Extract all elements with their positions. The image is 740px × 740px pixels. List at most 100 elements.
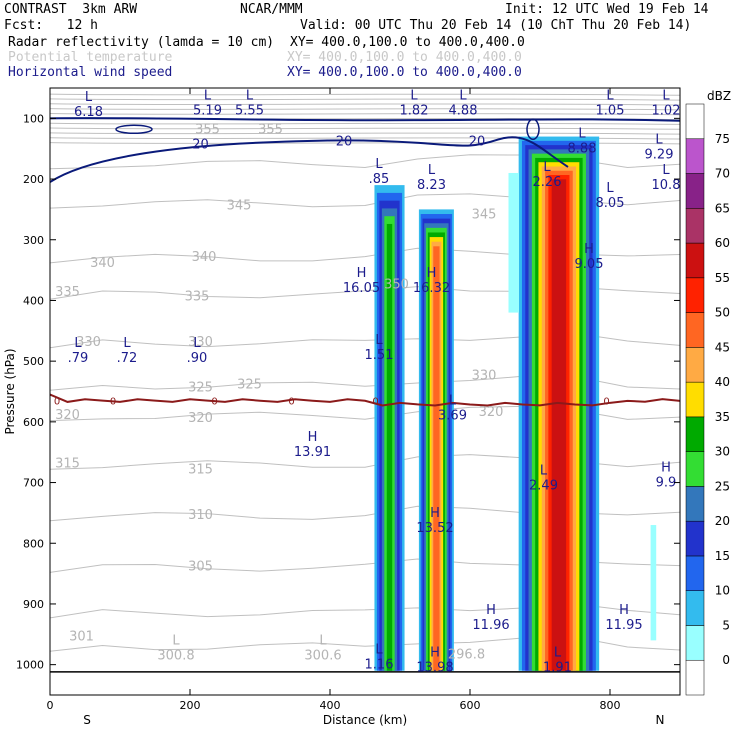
extremum-marker: L1.16 [365,643,394,673]
x-tick-label: 0 [47,699,54,712]
extremum-value: 16.05 [343,281,380,296]
wind-contour-closed [115,124,153,135]
y-tick-label: 300 [23,234,44,247]
theta-line-upper [50,108,680,111]
y-tick-label: 600 [23,416,44,429]
extremum-marker: L.72 [117,336,138,366]
freezing-level-label: 0 [211,397,217,408]
north-label: N [656,713,665,727]
forecast-hour: Fcst: 12 h [4,18,98,33]
extremum-marker: L9.29 [645,133,674,163]
extremum-value: 5.19 [193,103,222,118]
freezing-level-label: 0 [110,397,116,408]
extremum-marker: H13.52 [416,506,453,536]
extremum-marker: L10.8 [652,163,680,193]
reflectivity-shell-2-55 [551,179,567,671]
y-tick-label: 100 [23,112,44,125]
extremum-type: L [554,646,562,661]
extremum-type: H [661,460,671,475]
extremum-marker: L4.88 [449,88,478,118]
extremum-marker: H13.98 [416,646,453,676]
colorbar-label: 20 [715,514,730,528]
colorbar-swatch [685,625,705,661]
extremum-type: H [308,430,318,445]
theta-label: 296.8 [448,648,485,663]
field-wind-xy: XY= 400.0,100.0 to 400.0,400.0 [287,65,522,80]
theta-label: 320 [188,411,213,426]
colorbar-swatch [685,416,705,452]
theta-line-upper [50,93,680,96]
extremum-value: 1.05 [596,103,625,118]
extremum-value: 1.91 [543,661,572,676]
y-tick-label: 800 [23,537,44,550]
x-tick-label: 600 [460,699,481,712]
wind-label: 20 [336,135,353,150]
extremum-type: L [428,163,436,178]
theta-label: 325 [237,377,262,392]
theta-line-upper [50,112,680,116]
theta-label: 315 [55,456,80,471]
x-tick-label: 400 [320,699,341,712]
colorbar-label: 5 [722,618,730,632]
extremum-value: 13.98 [416,661,453,676]
extremum-value: 1.16 [365,658,394,673]
x-tick-label: 200 [180,699,201,712]
freezing-level-label: 0 [603,397,609,408]
extremum-type: L [459,88,467,103]
extremum-value: 4.88 [449,103,478,118]
colorbar-label: 70 [715,167,730,181]
theta-label: 301 [69,629,94,644]
extremum-type: H [430,506,440,521]
extremum-type: L [543,160,551,175]
y-axis-label: Pressure (hPa) [3,348,17,434]
extremum-type: H [584,242,594,257]
freezing-level-label: 0 [372,397,378,408]
theta-label: 310 [188,508,213,523]
theta-label: 320 [55,408,80,423]
colorbar-swatch [685,486,705,522]
extremum-type: H [430,646,440,661]
field-theta-xy: XY= 400.0,100.0 to 400.0,400.0 [287,50,522,65]
reflectivity-anvil-streak [508,172,519,313]
theta-label: 355 [195,123,220,138]
theta-label: 350 [384,277,409,292]
extremum-marker: L5.55 [235,88,264,118]
extremum-marker: L2.49 [529,463,558,493]
theta-label: 330 [472,368,497,383]
theta-label: 330 [76,335,101,350]
extremum-value: 1.82 [400,103,429,118]
colorbar-label: 65 [715,201,730,215]
extremum-value: 16.32 [413,281,450,296]
field-reflectivity-xy: XY= 400.0,100.0 to 400.0,400.0 [290,35,525,50]
wind-contour-closed [526,118,540,141]
extremum-value: 300.6 [304,648,341,663]
extremum-marker: H16.05 [343,266,380,296]
theta-line-upper [50,98,680,101]
extremum-marker: H9.9 [656,460,677,490]
colorbar-label: 30 [715,445,730,459]
colorbar-swatch [685,590,705,626]
colorbar-swatch [685,347,705,383]
extremum-value: 3.69 [438,409,467,424]
extremum-value: 11.95 [605,618,642,633]
extremum-type: H [619,603,629,618]
extremum-marker: L2.26 [533,160,562,190]
y-tick-label: 700 [23,477,44,490]
extremum-value: 8.23 [417,178,446,193]
x-axis-label: Distance (km) [323,713,407,727]
theta-label: 335 [55,285,80,300]
extremum-type: L [246,88,254,103]
extremum-marker: H9.05 [575,242,604,272]
extremum-type: L [172,633,180,648]
extremum-value: 9.05 [575,257,604,272]
south-label: S [83,713,91,727]
colorbar-label: 75 [715,132,730,146]
extremum-marker: L6.18 [74,90,103,120]
extremum-marker: L.90 [187,336,208,366]
extremum-type: H [357,266,367,281]
extremum-value: 13.52 [416,521,453,536]
extremum-marker: L1.82 [400,88,429,118]
colorbar-label: 15 [715,549,730,563]
